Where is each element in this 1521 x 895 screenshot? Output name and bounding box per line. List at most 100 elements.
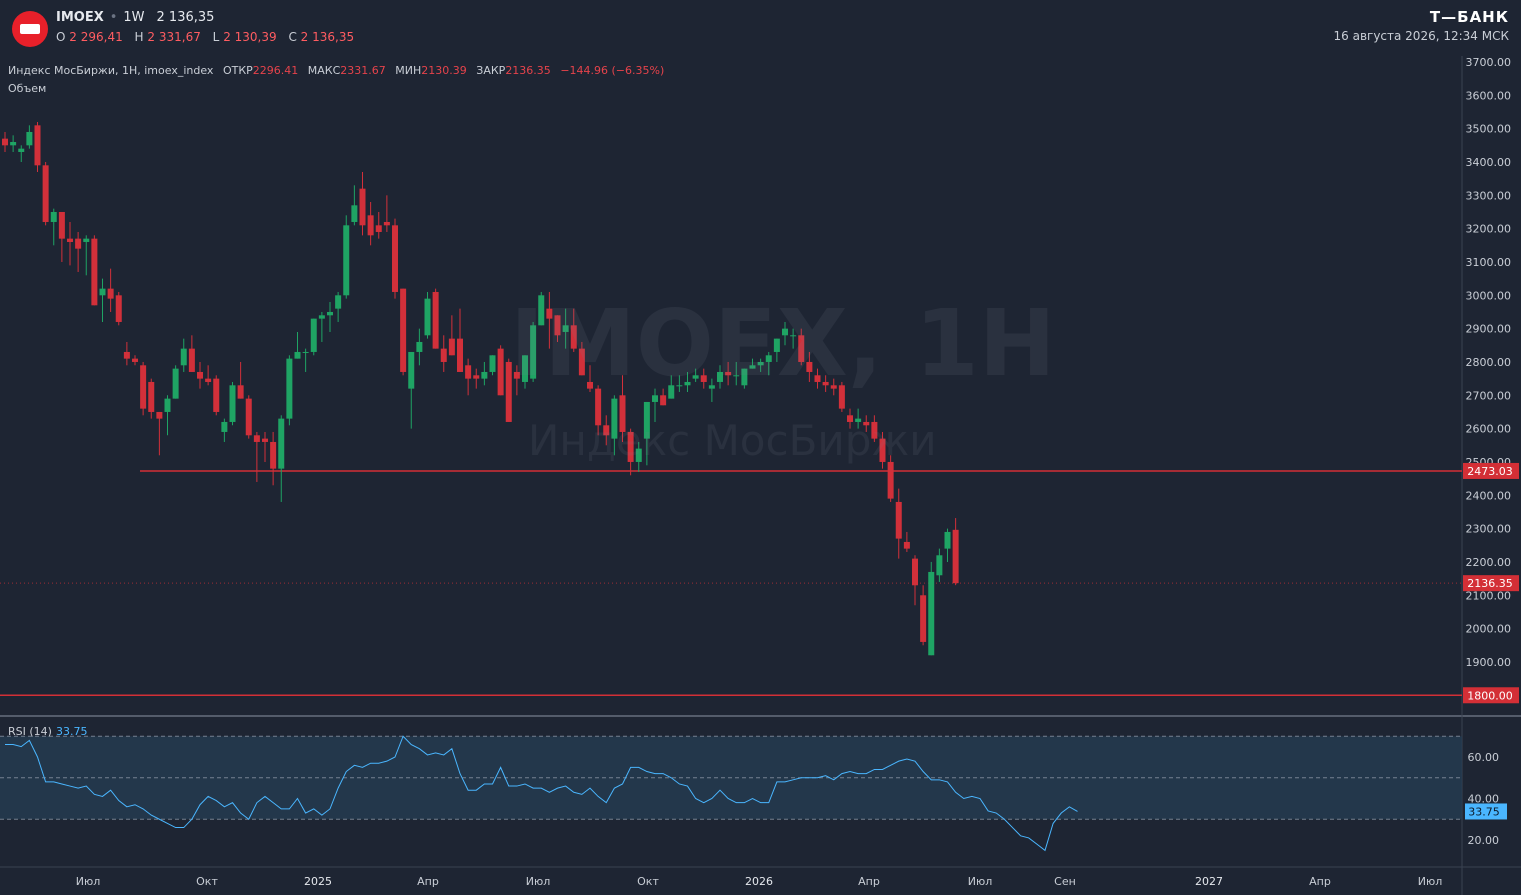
candle-body — [58, 211, 65, 239]
price-tick-label: 3000.00 — [1466, 289, 1512, 302]
candle-body — [457, 338, 463, 372]
candle-body — [270, 441, 277, 469]
candle-body — [408, 351, 415, 389]
series-title: Индекс МосБиржи, 1H, imoex_index — [8, 64, 214, 77]
candle-body — [603, 425, 610, 436]
candle-body — [700, 375, 707, 382]
high-label: H — [134, 30, 144, 44]
candle-body — [197, 371, 203, 379]
candle-body — [164, 398, 171, 412]
legend-change: −144.96 (−6.35%) — [560, 64, 665, 77]
candle-body — [505, 361, 512, 422]
time-tick-label: Июл — [76, 875, 101, 888]
rsi-tick-label: 60.00 — [1468, 751, 1500, 764]
legend-open: 2296.41 — [252, 64, 299, 77]
candle-body — [660, 395, 667, 406]
candle-body — [587, 381, 593, 389]
candle-body — [294, 351, 301, 359]
candle-body — [75, 238, 82, 249]
candle-body — [172, 368, 179, 399]
candle-body — [481, 371, 488, 379]
volume-legend[interactable]: Объем — [8, 82, 47, 95]
price-tick-label: 3100.00 — [1466, 256, 1512, 269]
time-tick-label: Июл — [1418, 875, 1443, 888]
candle-body — [847, 415, 853, 422]
candle-body — [286, 358, 293, 419]
price-tick-label: 3200.00 — [1466, 223, 1512, 236]
candle-body — [213, 378, 220, 412]
candle-body — [619, 395, 626, 432]
time-tick-label: Июл — [968, 875, 993, 888]
candle-body — [530, 325, 537, 379]
candle-body — [416, 341, 423, 352]
time-tick-label: Июл — [526, 875, 551, 888]
ticker-line: IMOEX • 1W 2 136,35 — [56, 10, 215, 25]
candle-body — [708, 385, 715, 389]
candle-body — [513, 371, 520, 379]
candle-body — [814, 375, 821, 382]
datetime: 16 августа 2026, 12:34 МСК — [1333, 29, 1510, 43]
candle-body — [107, 288, 114, 299]
rsi-value: 33.75 — [55, 725, 88, 738]
rsi-label: RSI (14) — [8, 725, 52, 738]
ohlc-values: O 2 296,41 H 2 331,67 L 2 130,39 C 2 136… — [56, 30, 354, 44]
candle-body — [115, 295, 122, 322]
price-tick-label: 2800.00 — [1466, 356, 1512, 369]
rsi-value-box — [1465, 803, 1507, 820]
rsi-legend[interactable]: RSI (14) 33.75 — [8, 725, 87, 738]
interval[interactable]: 1W — [123, 10, 145, 25]
legend-high-label: МАКС — [307, 64, 341, 77]
candle-body — [489, 355, 496, 372]
candle-body — [392, 225, 398, 292]
candle-body — [952, 529, 959, 584]
time-tick-label: Сен — [1054, 875, 1076, 888]
time-tick-label: 2027 — [1195, 875, 1223, 888]
series-legend[interactable]: Индекс МосБиржи, 1H, imoex_index ОТКР229… — [8, 64, 664, 77]
candle-body — [652, 395, 658, 402]
legend-high: 2331.67 — [340, 64, 386, 77]
candle-body — [717, 371, 723, 382]
price-tick-label: 2400.00 — [1466, 489, 1512, 502]
candle-body — [798, 335, 805, 362]
open-label: O — [56, 30, 66, 44]
symbol-name[interactable]: IMOEX — [56, 10, 104, 25]
price-tick-label: 2100.00 — [1466, 589, 1512, 602]
candle-body — [578, 348, 585, 376]
candle-body — [570, 325, 577, 349]
legend-low-label: МИН — [395, 64, 422, 77]
candle-body — [359, 188, 366, 226]
candle-body — [863, 421, 870, 426]
time-tick-label: 2026 — [745, 875, 773, 888]
candle-body — [278, 418, 285, 469]
candle-body — [692, 375, 699, 379]
rsi-line — [5, 735, 1078, 852]
chart-header: IMOEX • 1W 2 136,35 O 2 296,41 H 2 331,67 L… — [0, 0, 1521, 56]
time-tick-label: Окт — [196, 875, 218, 888]
price-tick-label: 2900.00 — [1466, 323, 1512, 336]
time-tick-label: 2025 — [304, 875, 332, 888]
candle-body — [375, 225, 382, 232]
candle-body — [546, 308, 553, 319]
candle-body — [887, 461, 894, 499]
candle-body — [782, 328, 788, 336]
candle-body — [684, 381, 691, 386]
candle-body — [765, 355, 772, 362]
high-value: 2 331,67 — [147, 30, 201, 44]
candle-body — [91, 238, 98, 306]
candle-body — [643, 401, 650, 439]
candle-body — [237, 385, 244, 399]
candle-body — [245, 398, 252, 436]
brand-wordmark: Т—БАНК — [1429, 8, 1509, 26]
candle-body — [562, 325, 569, 332]
candle-body — [310, 318, 317, 352]
candle-body — [2, 138, 8, 146]
candle-body — [668, 385, 675, 399]
candle-body — [806, 361, 813, 372]
candle-body — [400, 288, 407, 372]
candle-body — [944, 531, 951, 549]
candle-body — [99, 288, 106, 296]
price-tick-label: 3500.00 — [1466, 123, 1512, 136]
candle-body — [229, 385, 236, 422]
candle-body — [18, 148, 25, 152]
